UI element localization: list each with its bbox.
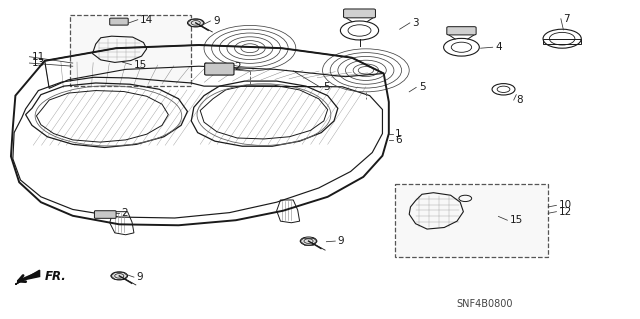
FancyBboxPatch shape xyxy=(344,9,376,18)
Text: 11: 11 xyxy=(32,52,45,62)
Text: 13: 13 xyxy=(32,58,45,68)
Text: 12: 12 xyxy=(559,207,572,217)
Text: FR.: FR. xyxy=(45,270,67,283)
Polygon shape xyxy=(15,270,40,285)
Bar xyxy=(70,15,191,86)
FancyBboxPatch shape xyxy=(205,63,234,75)
FancyBboxPatch shape xyxy=(447,27,476,35)
Text: 5: 5 xyxy=(323,82,330,93)
Circle shape xyxy=(188,19,204,27)
Text: 2: 2 xyxy=(121,208,128,218)
Text: 9: 9 xyxy=(136,272,143,282)
Text: 1: 1 xyxy=(395,129,402,138)
Text: 4: 4 xyxy=(495,42,502,52)
Text: 8: 8 xyxy=(516,95,523,105)
Text: 9: 9 xyxy=(338,236,344,246)
Text: 15: 15 xyxy=(510,215,523,225)
Text: 10: 10 xyxy=(559,200,572,210)
Text: 7: 7 xyxy=(563,14,570,24)
Text: 6: 6 xyxy=(395,135,402,145)
Text: 15: 15 xyxy=(134,60,147,70)
Circle shape xyxy=(111,272,127,280)
Text: 5: 5 xyxy=(419,82,426,93)
FancyBboxPatch shape xyxy=(109,18,128,25)
FancyBboxPatch shape xyxy=(95,211,116,218)
Text: SNF4B0800: SNF4B0800 xyxy=(456,299,513,309)
Text: 2: 2 xyxy=(234,62,241,72)
Text: 14: 14 xyxy=(140,15,154,25)
Circle shape xyxy=(300,237,317,245)
Text: 3: 3 xyxy=(412,18,419,28)
Bar xyxy=(395,184,548,257)
Text: 9: 9 xyxy=(213,16,220,26)
